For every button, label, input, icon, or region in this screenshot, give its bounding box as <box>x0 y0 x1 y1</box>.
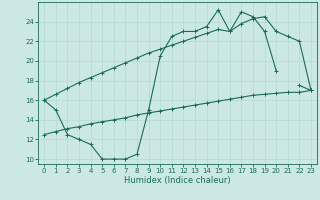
X-axis label: Humidex (Indice chaleur): Humidex (Indice chaleur) <box>124 176 231 185</box>
